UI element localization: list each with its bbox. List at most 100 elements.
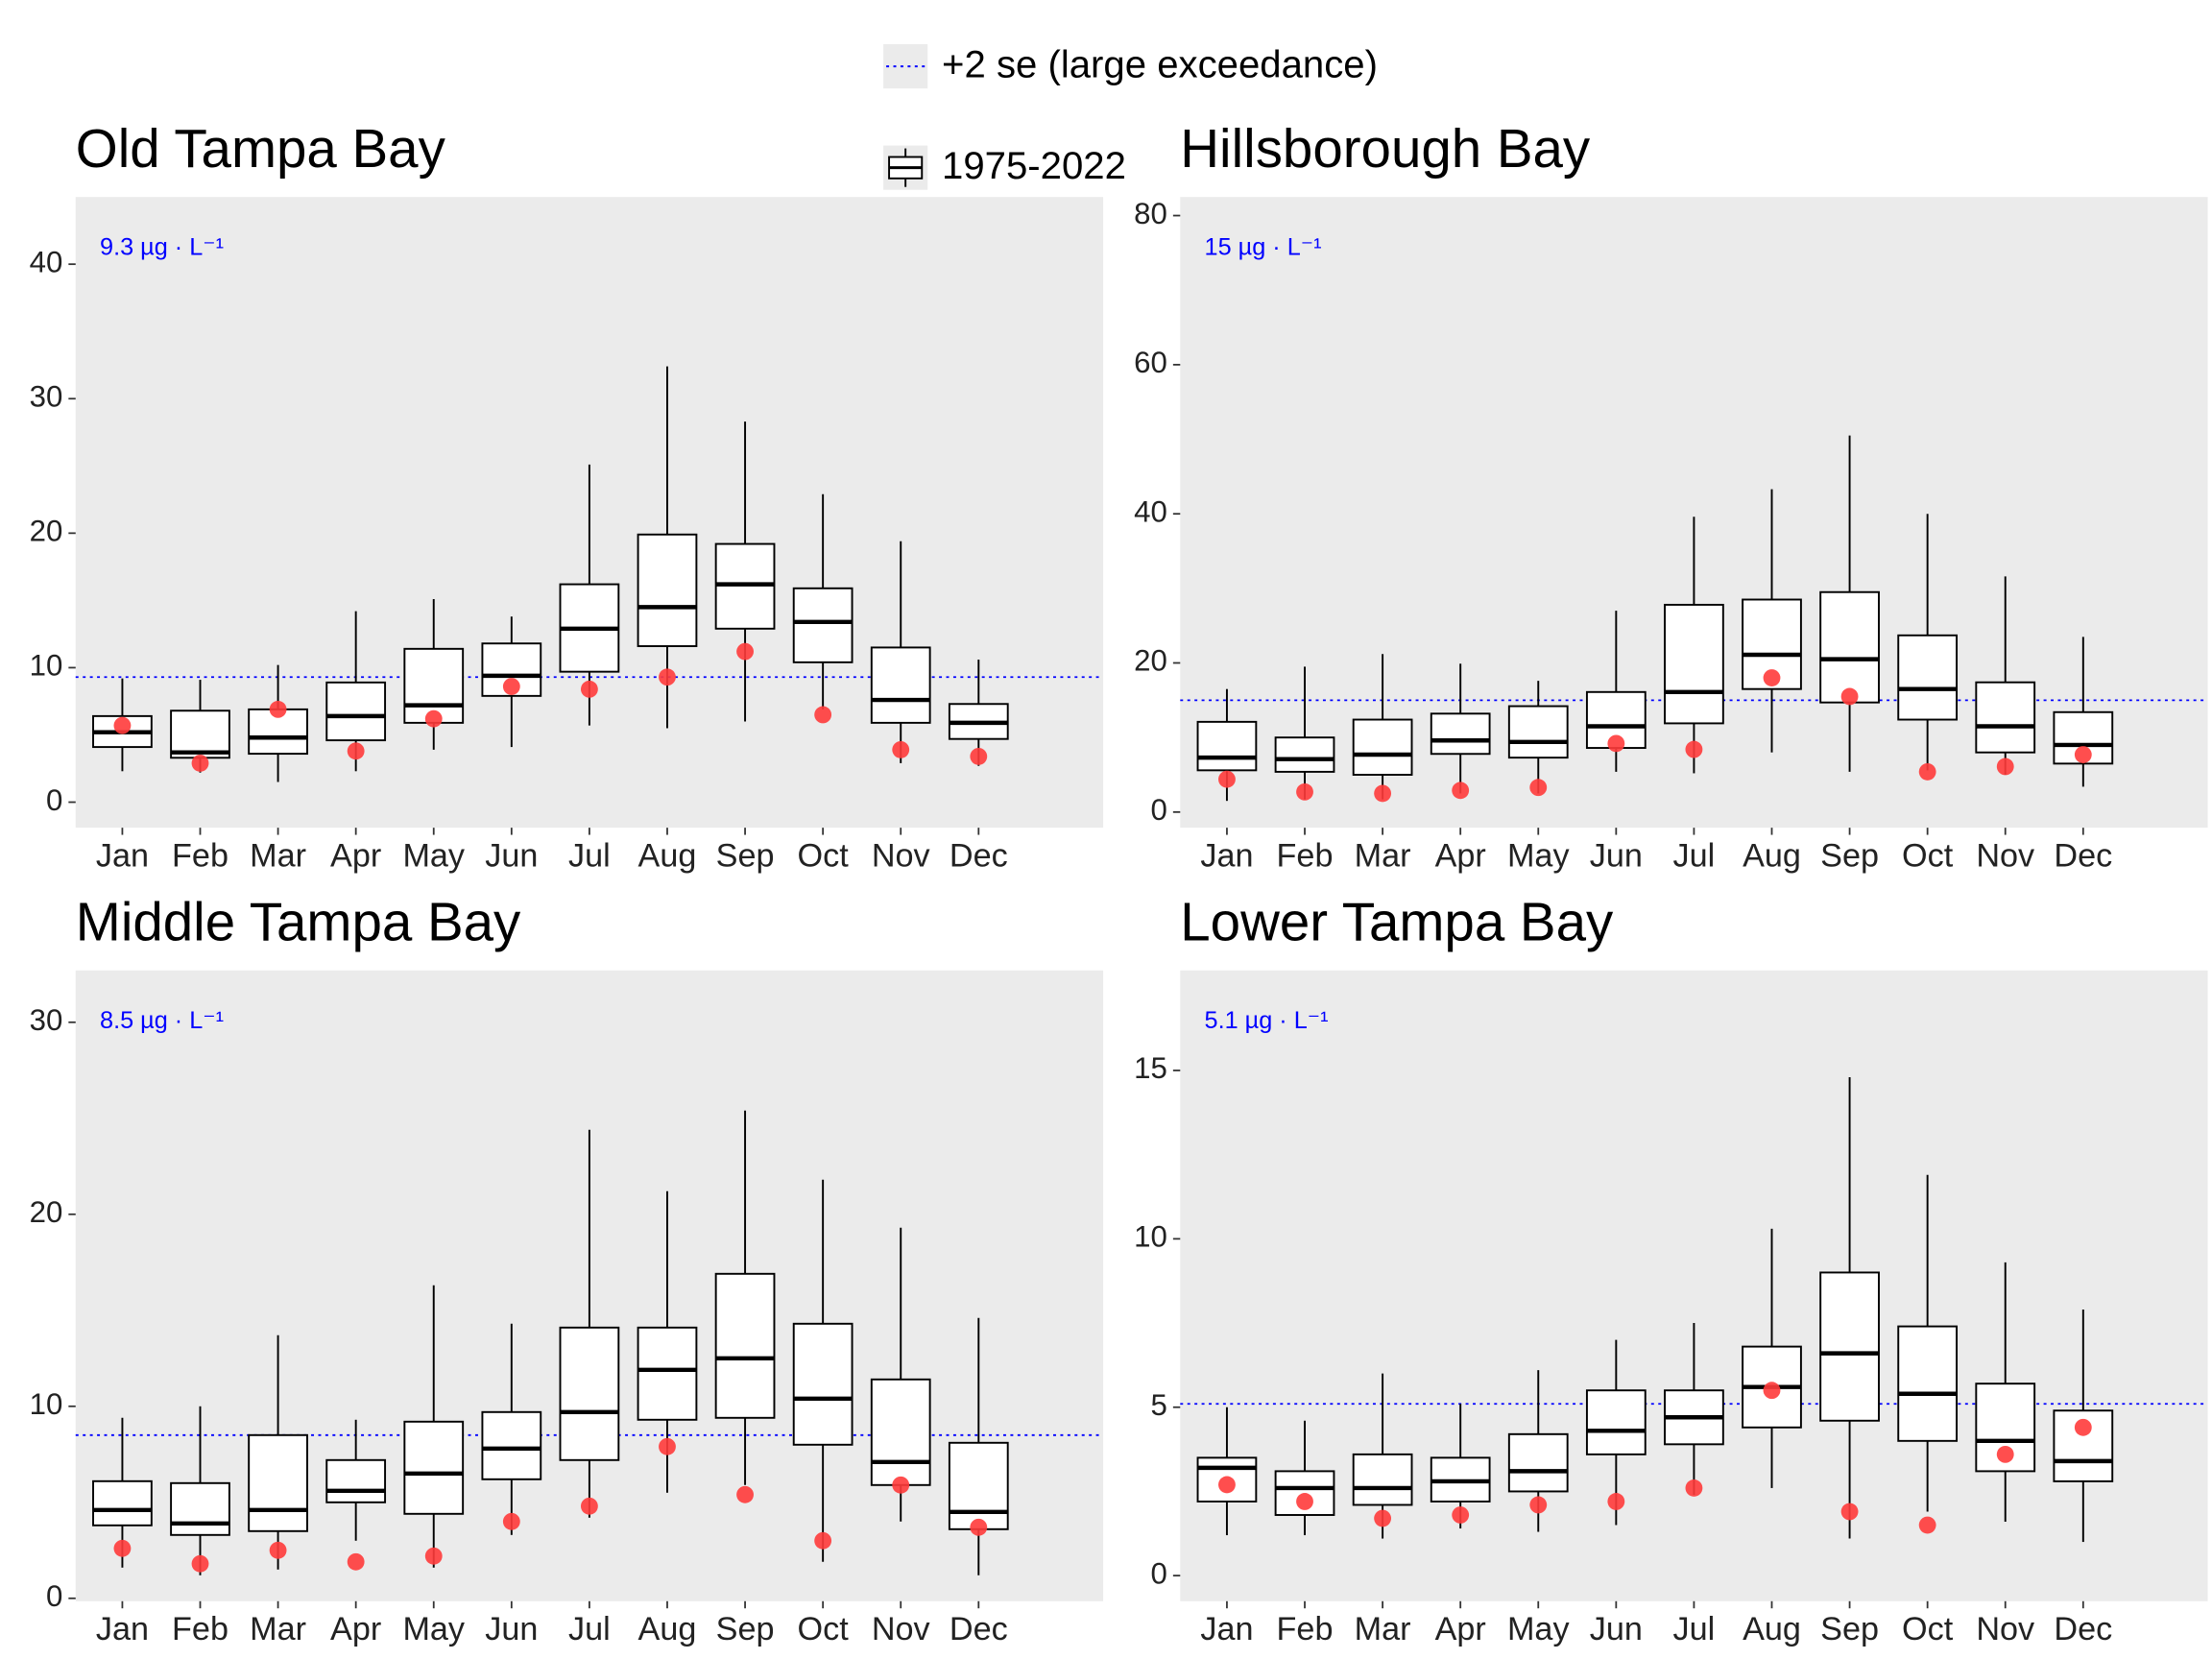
current-value <box>1607 734 1625 753</box>
current-value <box>1296 1493 1313 1510</box>
y-tick-label: 0 <box>46 1579 62 1613</box>
box <box>1507 1432 1569 1493</box>
current-value <box>424 1547 443 1565</box>
x-tick-label: Dec <box>2054 837 2112 874</box>
x-tick-label: May <box>402 1611 465 1647</box>
x-tick-label: Apr <box>1435 837 1486 874</box>
current-value <box>970 747 988 765</box>
current-value <box>1685 740 1703 758</box>
x-tick-label: Mar <box>1355 1611 1411 1647</box>
y-tick-label: 20 <box>1134 644 1167 678</box>
box <box>792 587 854 663</box>
panel-title: Middle Tampa Bay <box>76 892 521 952</box>
current-value <box>1607 1493 1625 1510</box>
x-tick-label: Aug <box>638 837 697 874</box>
current-value <box>424 709 443 728</box>
box <box>1975 681 2036 754</box>
current-value <box>1685 1479 1703 1497</box>
x-tick-label: Mar <box>1355 837 1411 874</box>
current-value <box>113 1539 132 1557</box>
current-value <box>1452 781 1470 800</box>
current-value <box>580 1497 598 1515</box>
current-value <box>191 1554 209 1573</box>
box <box>1507 705 1569 759</box>
current-value <box>2074 1418 2092 1436</box>
box <box>403 1420 465 1515</box>
current-value <box>1374 1509 1392 1527</box>
box <box>481 1410 542 1480</box>
x-tick-label: Nov <box>872 1611 930 1647</box>
y-tick-label: 40 <box>30 245 63 278</box>
x-tick-label: Aug <box>1743 1611 1801 1647</box>
current-value <box>1218 1476 1236 1494</box>
box <box>1274 736 1335 773</box>
current-value <box>1529 779 1548 797</box>
threshold-label: 8.5 µg · L⁻¹ <box>100 1007 224 1034</box>
x-tick-label: Jul <box>1673 837 1716 874</box>
y-tick-label: 0 <box>1151 1556 1167 1590</box>
x-tick-label: Aug <box>1743 837 1801 874</box>
current-value <box>2074 746 2092 763</box>
current-value <box>1918 762 1936 781</box>
current-value <box>659 668 676 686</box>
current-value <box>1996 1445 2014 1463</box>
current-value <box>814 1531 832 1550</box>
box <box>248 1433 308 1532</box>
y-tick-label: 20 <box>30 1195 63 1229</box>
threshold-label: 15 µg · L⁻¹ <box>1205 233 1322 260</box>
x-tick-label: Apr <box>330 1611 381 1647</box>
current-value <box>580 680 598 698</box>
x-tick-label: Mar <box>250 837 306 874</box>
threshold-label: 5.1 µg · L⁻¹ <box>1205 1007 1329 1034</box>
x-tick-label: Apr <box>330 837 381 874</box>
x-tick-label: Jan <box>1200 1611 1253 1647</box>
box <box>870 646 931 724</box>
legend-key <box>883 44 928 89</box>
x-tick-label: Feb <box>1277 837 1334 874</box>
y-tick-label: 10 <box>30 649 63 683</box>
threshold-label: 9.3 µg · L⁻¹ <box>100 233 224 260</box>
current-value <box>1374 784 1392 803</box>
box <box>637 533 698 647</box>
current-value <box>1218 770 1236 788</box>
x-tick-label: Jun <box>485 1611 538 1647</box>
current-value <box>113 716 132 734</box>
current-value <box>736 642 754 661</box>
y-tick-label: 80 <box>1134 197 1167 230</box>
current-value <box>1840 687 1859 706</box>
y-tick-label: 0 <box>46 783 62 817</box>
current-value <box>502 1512 520 1530</box>
box <box>325 1458 387 1503</box>
x-tick-label: Sep <box>716 1611 775 1647</box>
box <box>1196 720 1258 772</box>
x-tick-label: Feb <box>172 1611 228 1647</box>
box <box>1352 718 1413 776</box>
y-tick-label: 30 <box>30 1003 63 1037</box>
x-tick-label: Feb <box>1277 1611 1334 1647</box>
current-value <box>1763 1382 1781 1400</box>
box <box>637 1326 698 1421</box>
box <box>1430 712 1491 756</box>
box <box>1897 1325 1959 1442</box>
current-value <box>1918 1516 1936 1534</box>
legend-label: +2 se (large exceedance) <box>942 42 1378 85</box>
box <box>170 709 230 759</box>
current-value <box>970 1518 988 1536</box>
y-tick-label: 40 <box>1134 494 1167 528</box>
x-tick-label: Mar <box>250 1611 306 1647</box>
current-value <box>814 706 832 724</box>
legend-label: 1975-2022 <box>942 144 1126 187</box>
x-tick-label: Feb <box>172 837 228 874</box>
current-value <box>1296 782 1313 801</box>
x-tick-label: Oct <box>798 1611 850 1647</box>
x-tick-label: Jul <box>568 837 611 874</box>
box <box>1585 1389 1647 1455</box>
x-tick-label: Oct <box>1902 1611 1954 1647</box>
x-tick-label: Jun <box>485 837 538 874</box>
y-tick-label: 30 <box>30 380 63 414</box>
x-tick-label: Jul <box>568 1611 611 1647</box>
x-tick-label: Dec <box>950 837 1008 874</box>
x-tick-label: Jan <box>96 1611 149 1647</box>
